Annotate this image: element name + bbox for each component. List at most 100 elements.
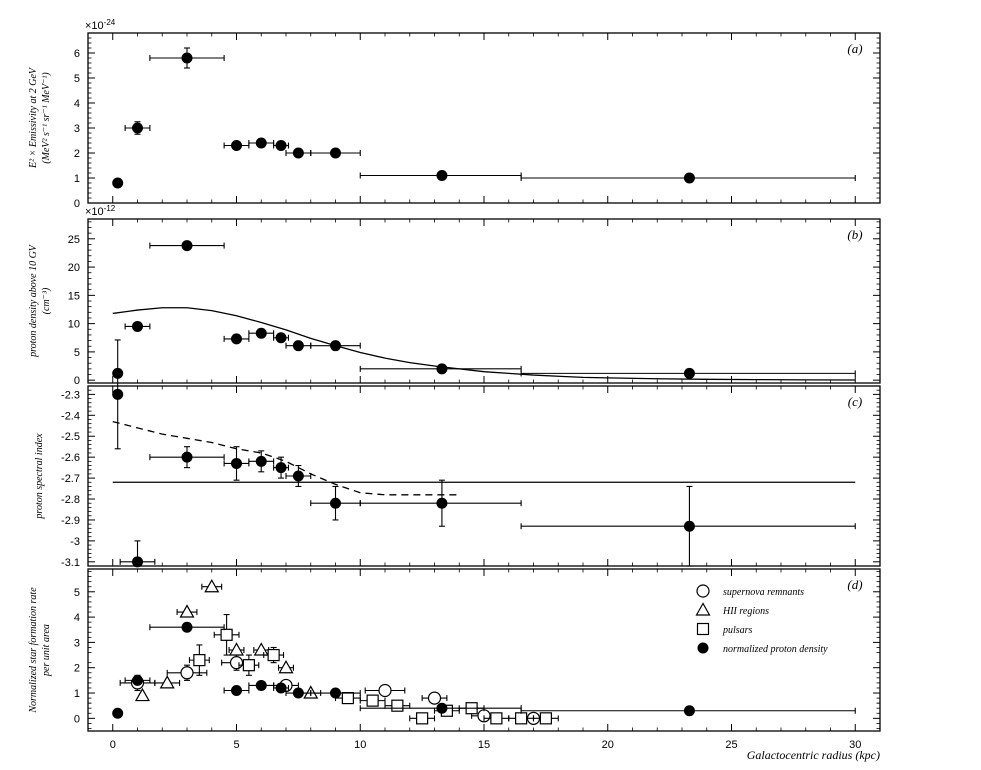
panel-label: (c) <box>848 394 862 409</box>
data-point <box>683 172 695 184</box>
data-point <box>255 679 267 691</box>
panel-d: 0 1 2 3 4 5 Normalized star formation rate per … <box>28 568 881 762</box>
data-point <box>330 687 341 699</box>
y-exponent: ×10-12 <box>85 204 116 218</box>
y-tick-label: 25 <box>68 234 80 246</box>
data-point <box>132 556 143 568</box>
y-axis-title: Normalized star formation rate <box>28 587 39 714</box>
y-axis-subtitle: (cm⁻³) <box>41 287 52 314</box>
data-point <box>255 137 267 149</box>
panel-c: -3.1 -3 -2.9 -2.8 -2.7 -2.6 -2.5 -2.4 -2.3 proton… <box>34 339 881 569</box>
legend-marker <box>697 642 709 654</box>
data-point <box>180 666 194 680</box>
data-point <box>416 712 429 725</box>
data-point <box>539 712 552 725</box>
y-tick-label: -2.6 <box>61 452 80 464</box>
data-point <box>112 707 124 719</box>
y-tick-label: 1 <box>74 173 80 185</box>
y-tick-label: 1 <box>74 688 80 700</box>
legend: supernova remnants HII regions pulsars norm… <box>695 584 828 655</box>
y-tick-label: -2.9 <box>61 515 80 527</box>
data-point <box>181 621 193 633</box>
data-point <box>341 691 354 705</box>
data-point <box>275 682 287 694</box>
data-point <box>231 140 242 151</box>
y-tick-label: -3.1 <box>61 557 80 569</box>
data-point <box>231 457 242 469</box>
data-point <box>267 648 280 662</box>
series-hii-regions <box>134 578 322 702</box>
x-tick-label: 0 <box>110 739 116 751</box>
x-tick-label: 5 <box>233 739 239 751</box>
data-point <box>134 687 150 702</box>
y-tick-label: 20 <box>68 262 80 274</box>
x-tick-label: 20 <box>602 739 614 751</box>
panel-label: (d) <box>847 577 862 592</box>
data-point <box>683 367 695 379</box>
data-point <box>231 333 242 345</box>
data-point <box>683 520 695 532</box>
data-point <box>275 332 287 344</box>
legend-label: normalized proton density <box>723 644 828 655</box>
y-tick-label: -2.8 <box>61 494 80 506</box>
data-point <box>391 699 404 712</box>
data-point <box>292 340 304 352</box>
y-tick-label: -2.7 <box>61 473 80 485</box>
y-tick-label: 0 <box>74 713 80 725</box>
y-exponent: ×10-24 <box>85 18 116 32</box>
data-point <box>378 683 392 698</box>
legend-label: HII regions <box>722 606 769 617</box>
data-point <box>683 705 695 717</box>
data-point <box>490 712 503 725</box>
data-point <box>132 122 143 134</box>
data-point <box>181 240 193 252</box>
panel-label: (a) <box>847 41 862 56</box>
data-point <box>159 675 175 689</box>
data-point <box>330 340 341 352</box>
data-point <box>132 674 143 686</box>
series-data <box>112 240 856 379</box>
y-tick-label: 0 <box>74 375 80 387</box>
data-point <box>193 654 206 667</box>
data-point <box>436 702 448 714</box>
y-tick-label: -2.3 <box>61 389 80 401</box>
y-axis-title: E² × Emissivity at 2 GeV <box>28 66 39 169</box>
y-axis-subtitle: per unit area <box>41 624 52 677</box>
plot-frame <box>87 218 881 384</box>
data-point <box>292 470 304 482</box>
data-point <box>228 642 245 656</box>
y-tick-label: 5 <box>74 587 80 599</box>
data-point <box>229 656 244 670</box>
x-axis-title: Galactocentric radius (kpc) <box>747 748 880 762</box>
series-data <box>112 47 856 189</box>
data-point <box>515 712 528 725</box>
data-point <box>427 691 442 705</box>
model-dashed-line <box>112 420 460 496</box>
y-tick-label: 4 <box>74 612 80 624</box>
y-tick-label: 3 <box>74 123 80 135</box>
y-axis-title: proton density above 10 GV <box>28 243 39 358</box>
data-point <box>179 604 195 618</box>
data-point <box>204 578 220 593</box>
data-point <box>366 694 379 707</box>
y-tick-label: -2.5 <box>61 431 80 443</box>
legend-marker <box>696 584 710 598</box>
data-point <box>275 140 287 151</box>
data-point <box>132 320 143 332</box>
panel-a: 0 1 2 3 4 5 6 ×10-24 E² × Emissivity at 2 GeV (Me… <box>28 18 881 210</box>
data-point <box>292 687 304 699</box>
y-tick-label: 4 <box>74 98 80 110</box>
data-point <box>242 659 255 672</box>
panel-label: (b) <box>847 227 862 242</box>
data-point <box>292 147 304 159</box>
y-axis-title: proton spectral index <box>34 433 45 520</box>
data-point <box>278 659 294 674</box>
data-point <box>181 451 193 463</box>
x-tick-label: 10 <box>354 739 366 751</box>
series-data <box>112 339 856 568</box>
data-point <box>436 170 448 181</box>
data-point <box>220 628 233 641</box>
data-point <box>231 685 242 696</box>
y-tick-label: 3 <box>74 637 80 649</box>
